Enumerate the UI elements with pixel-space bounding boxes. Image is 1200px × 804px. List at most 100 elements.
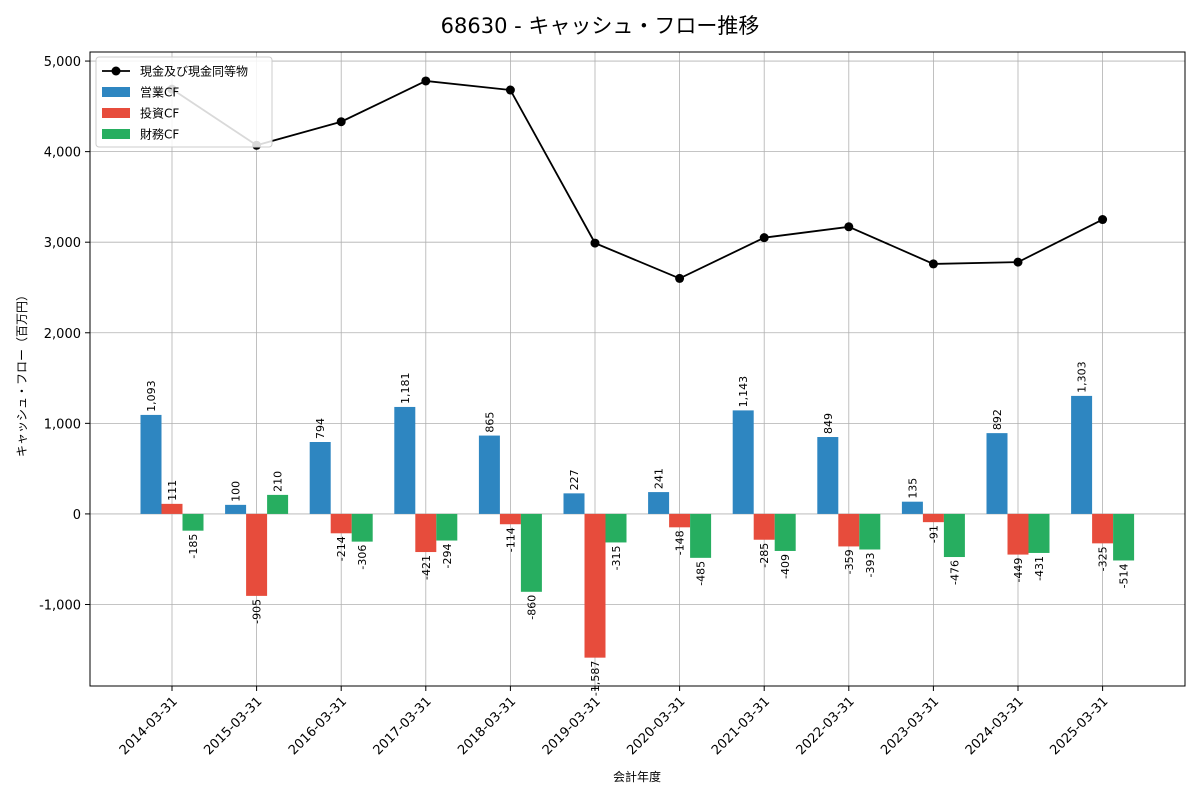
x-tick-label: 2022-03-31 (794, 694, 858, 758)
bar-financing (1113, 513, 1135, 561)
bar-data-label: 1,303 (1076, 361, 1089, 393)
bar-investing (1007, 513, 1029, 555)
bar-investing (922, 513, 944, 523)
plot-frame (89, 51, 1186, 687)
bar-data-label: 100 (230, 481, 243, 502)
x-tick-label: 2016-03-31 (286, 694, 350, 758)
bar-operating (478, 435, 500, 514)
bar-data-label: -294 (441, 544, 454, 569)
bar-investing (753, 513, 775, 540)
bar-operating (309, 442, 331, 514)
bar-data-label: -315 (610, 545, 623, 570)
legend-entry: 財務CF (140, 127, 179, 142)
bar-operating (1071, 395, 1093, 514)
bar-operating (901, 501, 923, 514)
bar-data-label: 210 (272, 471, 285, 492)
bar-data-label: 1,143 (737, 376, 750, 408)
bar-data-label: 227 (568, 469, 581, 490)
y-tick-label: 0 (73, 508, 81, 523)
bar-operating (394, 406, 416, 514)
bar-data-label: 1,093 (145, 380, 158, 412)
bars-layer (140, 395, 1135, 658)
cash-line (171, 80, 1104, 280)
bar-financing (182, 513, 204, 531)
x-tick-label: 2019-03-31 (540, 694, 604, 758)
x-axis: 2014-03-31 2015-03-31 2016-03-31 2017-03-31… (117, 686, 1111, 758)
x-tick-label: 2023-03-31 (878, 694, 942, 758)
bar-investing (838, 513, 860, 547)
bar-financing (943, 513, 965, 558)
bar-data-label: -485 (695, 561, 708, 586)
bar-data-label: -91 (927, 525, 940, 543)
bar-data-label: -325 (1097, 546, 1110, 571)
bar-financing (605, 513, 627, 543)
cash-point (759, 233, 769, 243)
legend-bar-swatch (102, 87, 130, 97)
legend-bar-swatch (102, 129, 130, 139)
bar-data-label: -905 (251, 599, 264, 624)
bar-financing (436, 513, 458, 541)
bar-data-label: -449 (1012, 558, 1025, 583)
bar-financing (1028, 513, 1050, 553)
bar-data-label: 892 (991, 409, 1004, 430)
bar-financing (520, 513, 542, 592)
chart-title: 68630 - キャッシュ・フロー推移 (441, 14, 760, 38)
x-tick-label: 2024-03-31 (963, 694, 1027, 758)
bar-investing (584, 513, 606, 658)
bar-data-label: -185 (187, 534, 200, 559)
bar-operating (986, 433, 1008, 514)
bar-investing (330, 513, 352, 534)
cash-point (421, 76, 431, 86)
bar-data-label: 849 (822, 413, 835, 434)
bar-investing (1092, 513, 1114, 544)
bar-operating (732, 410, 754, 514)
y-axis: -1,000 0 1,000 2,000 3,000 4,000 5,000 (39, 55, 90, 613)
bar-investing (415, 513, 437, 553)
bar-operating (817, 437, 839, 514)
cash-point (590, 238, 600, 248)
cash-point (675, 273, 685, 283)
cash-point (336, 117, 346, 127)
legend-entry: 投資CF (140, 106, 179, 121)
y-tick-label: 1,000 (44, 417, 81, 432)
bar-data-label: -421 (420, 555, 433, 580)
legend-box (95, 56, 273, 148)
bar-data-label: -359 (843, 549, 856, 574)
cash-point (844, 222, 854, 232)
bar-financing (351, 513, 373, 542)
x-tick-label: 2017-03-31 (371, 694, 435, 758)
bar-data-label: -285 (758, 543, 771, 568)
bar-data-label: -1,587 (589, 661, 602, 696)
bar-data-label: -514 (1118, 563, 1131, 588)
bar-data-label: -148 (674, 530, 687, 555)
y-tick-label: 3,000 (44, 236, 81, 251)
bar-data-label: 865 (483, 412, 496, 433)
x-tick-label: 2015-03-31 (201, 694, 265, 758)
bar-data-label: -306 (356, 545, 369, 570)
x-tick-label: 2025-03-31 (1047, 694, 1111, 758)
bar-data-label: -214 (335, 536, 348, 561)
bar-investing (246, 513, 268, 596)
y-tick-label: 2,000 (44, 327, 81, 342)
bar-data-label: -393 (864, 553, 877, 578)
cash-point (505, 85, 515, 95)
x-tick-label: 2018-03-31 (455, 694, 519, 758)
cash-point (928, 259, 938, 269)
bar-data-label: 794 (314, 418, 327, 439)
bar-investing (161, 503, 183, 514)
bar-data-label: 1,181 (399, 372, 412, 404)
bar-data-label: -476 (948, 560, 961, 585)
bar-data-label: -114 (504, 527, 517, 552)
bar-operating (140, 414, 162, 514)
bar-operating (648, 492, 670, 514)
legend-bar-swatch (102, 108, 130, 118)
x-tick-label: 2014-03-31 (117, 694, 181, 758)
bar-financing (267, 494, 289, 514)
cash-point (1098, 215, 1108, 225)
bar-data-label: -860 (525, 595, 538, 620)
bar-investing (499, 513, 521, 525)
legend-marker (111, 66, 121, 76)
